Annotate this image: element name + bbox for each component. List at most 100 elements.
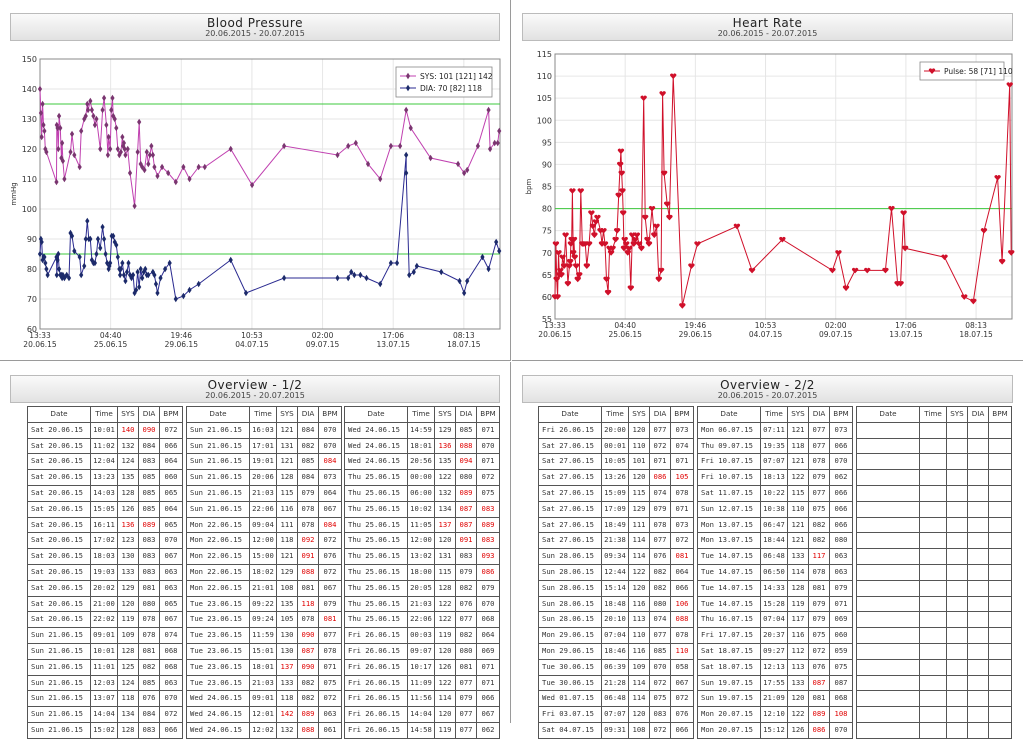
table-cell: 113 (628, 611, 650, 629)
data-point-dia (39, 238, 44, 246)
table-cell: 064 (670, 563, 694, 581)
data-point-dia (77, 253, 82, 261)
table-cell: 129 (117, 579, 139, 597)
x-tick-date: 04.07.15 (235, 340, 269, 349)
table-cell: 15:12 (760, 721, 788, 739)
table-header-row: Date Time SYS DIA BPM (856, 406, 1012, 423)
table-cell: 122 (628, 563, 650, 581)
table-row (856, 658, 1012, 676)
data-point-sys (173, 178, 178, 186)
data-point-sys (89, 106, 94, 114)
data-point-pulse (638, 245, 645, 252)
table-cell: 115 (434, 563, 456, 581)
table-cell: 066 (829, 516, 853, 534)
y-tick-label: 80 (27, 265, 37, 274)
data-point-sys (108, 145, 113, 153)
y-tick-label: 100 (537, 116, 552, 125)
x-tick-date: 09.07.15 (819, 330, 853, 339)
table-cell: 071 (476, 453, 500, 471)
table-row: Sat 20.06.15 12:04 124 083 064 (27, 453, 183, 471)
table-cell: Tue 23.06.15 (186, 642, 250, 660)
table-row: Mon 22.06.15 21:01 108 081 067 (186, 579, 342, 597)
table-cell (856, 595, 920, 613)
table-cell: 066 (829, 484, 853, 502)
table-cell: 078 (670, 484, 694, 502)
table-cell: Sun 21.06.15 (186, 500, 250, 518)
data-point-dia (100, 223, 105, 231)
table-cell: 105 (670, 469, 694, 486)
data-point-sys (79, 127, 84, 135)
table-cell: 064 (476, 627, 500, 644)
table-cell: Fri 26.06.15 (344, 658, 408, 676)
data-point-sys (492, 139, 497, 147)
table-cell: 075 (808, 500, 830, 518)
data-point-pulse (617, 148, 625, 155)
hr-header: Heart Rate 20.06.2015 - 20.07.2015 (522, 13, 1013, 41)
grid (554, 53, 1012, 320)
table-cell: 074 (649, 611, 671, 629)
table-cell: 132 (276, 721, 298, 739)
data-point-sys (144, 148, 149, 156)
table-cell: 079 (829, 579, 853, 597)
data-point-sys (38, 109, 44, 117)
data-point-pulse (664, 201, 671, 208)
data-point-pulse (604, 289, 612, 296)
data-point-sys (117, 151, 122, 159)
table-cell: 084 (138, 706, 160, 723)
x-tick-time: 08:13 (965, 321, 987, 330)
table-cell: Wed 24.06.15 (186, 721, 250, 739)
table-cell: Thu 25.06.15 (344, 611, 408, 629)
table-cell: 086 (808, 721, 830, 739)
data-point-pulse (623, 241, 630, 247)
table-cell: 118 (117, 690, 139, 708)
data-point-dia (465, 277, 470, 285)
table-cell: 087 (829, 674, 853, 692)
y-tick-label: 65 (542, 271, 552, 280)
table-cell: 124 (117, 453, 139, 471)
table-cell: 076 (670, 706, 694, 723)
table-cell: Thu 25.06.15 (344, 548, 408, 565)
table-cell (967, 579, 989, 597)
table-cell: Sun 21.06.15 (27, 690, 91, 708)
table-cell: 16:03 (249, 421, 277, 439)
data-point-pulse (612, 236, 619, 243)
table-cell: 06:39 (601, 658, 629, 676)
table-cell: Wed 24.06.15 (344, 437, 408, 455)
table-cell (988, 627, 1012, 644)
table-cell: 089 (808, 706, 830, 723)
column-header: DIA (808, 406, 830, 423)
table-cell: 106 (670, 595, 694, 613)
data-point-pulse (902, 245, 909, 252)
table-cell: 072 (318, 532, 342, 550)
table-cell: 084 (138, 437, 160, 455)
data-point-pulse (642, 214, 649, 221)
table-cell: Sun 21.06.15 (27, 627, 91, 644)
ov2-header: Overview - 2/2 20.06.2015 - 20.07.2015 (522, 375, 1013, 403)
table-cell: 19:35 (760, 437, 788, 455)
table-cell: 17:09 (601, 500, 629, 518)
table-row: Sun 21.06.15 12:03 124 085 063 (27, 674, 183, 692)
column-header: BPM (988, 406, 1012, 423)
table-cell: 072 (318, 563, 342, 581)
table-cell: 09:22 (249, 595, 277, 613)
table-row: Sat 27.06.15 10:05 101 071 071 (538, 453, 694, 471)
legend: SYS: 101 [121] 142 DIA: 70 [82] 118 (395, 66, 493, 98)
table-cell: Thu 25.06.15 (344, 579, 408, 597)
data-point-sys (37, 85, 43, 93)
data-point-sys (397, 142, 403, 150)
table-cell (988, 658, 1012, 676)
data-point-dia (60, 271, 65, 279)
table-row: Sun 21.06.15 09:01 109 078 074 (27, 627, 183, 644)
table-cell: 075 (318, 674, 342, 692)
data-point-pulse (900, 210, 907, 216)
data-point-dia (45, 271, 50, 279)
table-cell: 121 (787, 453, 809, 471)
table-cell (988, 484, 1012, 502)
table-header-row: Date Time SYS DIA BPM (27, 406, 183, 423)
overview-table: Date Time SYS DIA BPM Wed 24.06.15 14:59 129 085… (344, 406, 500, 739)
data-point-dia (140, 274, 145, 282)
table-row (856, 706, 1012, 723)
data-point-pulse (632, 236, 639, 243)
table-row (856, 437, 1012, 455)
data-point-dia (486, 265, 491, 273)
